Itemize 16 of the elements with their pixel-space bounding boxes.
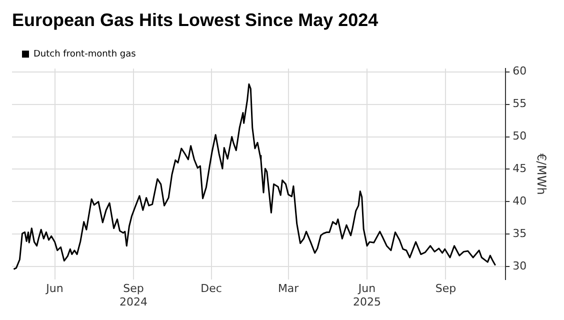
y-tick-label: 60 [512,64,527,78]
x-tick-label: Sep 2024 [119,282,148,308]
y-tick-label: 55 [512,97,527,110]
x-tick-label: Mar [278,282,300,296]
y-tick-label: 30 [512,259,527,272]
x-tick-label: Jun 2025 [353,282,382,308]
x-tick-label: Dec [200,282,222,296]
y-tick-label: 45 [512,162,527,176]
x-tick-label: Sep [435,282,456,296]
y-tick-label: 35 [512,227,527,240]
y-tick-label: 50 [512,130,527,143]
x-tick-label: Jun [45,282,64,296]
legend-label: Dutch front-month gas [34,49,136,60]
chart-title: European Gas Hits Lowest Since May 2024 [12,10,378,30]
y-tick-label: 40 [512,194,527,208]
y-axis-title: €/MWh [534,153,549,195]
